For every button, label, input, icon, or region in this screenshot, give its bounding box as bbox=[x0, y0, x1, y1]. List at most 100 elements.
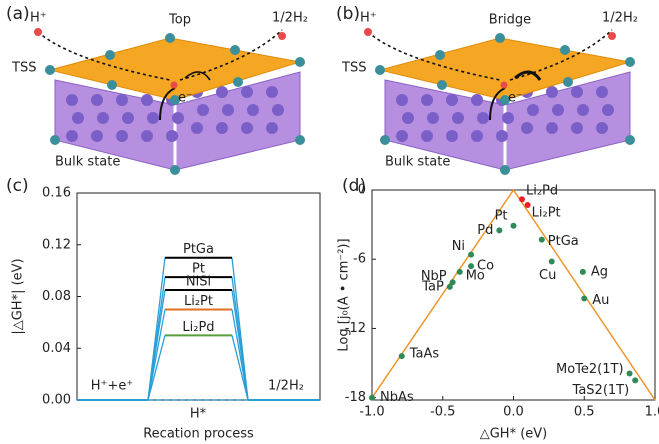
end-label: 1/2H₂ bbox=[268, 379, 304, 394]
atom bbox=[471, 94, 483, 106]
level-label: PtGa bbox=[183, 242, 214, 257]
edge-atom bbox=[233, 77, 243, 87]
data-point bbox=[468, 263, 474, 269]
y-axis-title: |△GH*| (eV) bbox=[11, 258, 26, 334]
y-tick-label: 0.16 bbox=[42, 186, 71, 201]
atom bbox=[421, 130, 433, 142]
atom bbox=[596, 86, 608, 98]
atom bbox=[571, 122, 583, 134]
point-label: Au bbox=[592, 293, 609, 308]
h2-dot bbox=[278, 32, 286, 40]
edge-atom bbox=[105, 50, 115, 60]
x-axis-title: Recation process bbox=[143, 427, 254, 442]
atom bbox=[241, 86, 253, 98]
x-tick-label: 0.0 bbox=[503, 405, 524, 420]
atom bbox=[477, 112, 489, 124]
edge-atom bbox=[45, 65, 55, 75]
data-point bbox=[511, 223, 517, 229]
level-label: NiSi bbox=[186, 275, 211, 290]
x-tick-label: -1.0 bbox=[359, 405, 384, 420]
surface-label: TSS bbox=[341, 61, 366, 76]
x-tick-label: -0.5 bbox=[430, 405, 455, 420]
figure: (a)H⁺Top1/2H₂TSSe⁻Bulk state (b)H⁺Bridge… bbox=[0, 0, 659, 444]
atom bbox=[527, 104, 539, 116]
atom bbox=[216, 122, 228, 134]
atom bbox=[402, 112, 414, 124]
point-label: Pd bbox=[477, 223, 493, 238]
h2-dot bbox=[608, 32, 616, 40]
middle-label: H* bbox=[190, 407, 207, 422]
edge-atom bbox=[295, 57, 305, 67]
atom bbox=[197, 104, 209, 116]
atom bbox=[396, 130, 408, 142]
data-point bbox=[539, 237, 545, 243]
atom bbox=[571, 86, 583, 98]
data-point bbox=[457, 269, 463, 275]
y-tick-label: -18 bbox=[345, 390, 366, 405]
atom bbox=[91, 94, 103, 106]
ramp bbox=[232, 309, 248, 400]
electron-label: e⁻ bbox=[178, 91, 193, 106]
atom bbox=[216, 86, 228, 98]
site-label: Top bbox=[168, 13, 191, 28]
data-point bbox=[496, 227, 502, 233]
edge-atom bbox=[375, 65, 385, 75]
data-point bbox=[519, 196, 525, 202]
edge-atom bbox=[380, 135, 390, 145]
edge-atom bbox=[625, 135, 635, 145]
y-tick-label: 0.04 bbox=[42, 341, 71, 356]
data-point bbox=[399, 353, 405, 359]
edge-atom bbox=[295, 135, 305, 145]
atom bbox=[596, 122, 608, 134]
edge-atom bbox=[230, 45, 240, 55]
point-label: Cu bbox=[539, 268, 556, 283]
atom bbox=[272, 104, 284, 116]
h-site bbox=[501, 82, 508, 89]
edge-atom bbox=[560, 45, 570, 55]
data-point bbox=[525, 202, 531, 208]
electron-label: e⁻ bbox=[508, 91, 523, 106]
panel-letter: (b) bbox=[336, 4, 360, 24]
atom bbox=[421, 94, 433, 106]
proton-dot bbox=[34, 28, 42, 36]
data-point bbox=[549, 259, 555, 265]
atom bbox=[91, 130, 103, 142]
atom bbox=[141, 130, 153, 142]
edge-atom bbox=[563, 77, 573, 87]
atom bbox=[496, 130, 508, 142]
edge-atom bbox=[437, 80, 447, 90]
product-label: 1/2H₂ bbox=[602, 11, 638, 26]
h-site bbox=[171, 82, 178, 89]
point-label: Ni bbox=[452, 239, 465, 254]
atom bbox=[446, 130, 458, 142]
atom bbox=[66, 130, 78, 142]
point-label: TaAs bbox=[409, 347, 440, 362]
atom bbox=[141, 94, 153, 106]
atom bbox=[502, 112, 514, 124]
data-point bbox=[632, 377, 638, 383]
atom bbox=[222, 104, 234, 116]
atom bbox=[546, 86, 558, 98]
point-label: Pt bbox=[495, 208, 508, 223]
atom bbox=[191, 122, 203, 134]
point-label: Li₂Pd bbox=[526, 184, 558, 199]
y-tick-label: 0.08 bbox=[42, 289, 71, 304]
y-tick-label: -6 bbox=[353, 252, 366, 267]
atom bbox=[471, 130, 483, 142]
panel-letter: (c) bbox=[6, 176, 29, 196]
point-label: Co bbox=[477, 259, 494, 274]
point-label: MoTe2(1T) bbox=[556, 362, 624, 377]
atom bbox=[546, 122, 558, 134]
edge-atom bbox=[435, 50, 445, 60]
site-label: Bridge bbox=[489, 13, 531, 28]
proton-label: H⁺ bbox=[30, 11, 47, 26]
bulk-label: Bulk state bbox=[385, 155, 450, 170]
atom bbox=[552, 104, 564, 116]
point-label: NbP bbox=[421, 269, 447, 284]
x-axis-title: △GH* (eV) bbox=[480, 427, 548, 442]
edge-atom bbox=[500, 165, 510, 175]
atom bbox=[602, 104, 614, 116]
atom bbox=[172, 112, 184, 124]
atom bbox=[97, 112, 109, 124]
panel-letter: (a) bbox=[6, 4, 30, 24]
